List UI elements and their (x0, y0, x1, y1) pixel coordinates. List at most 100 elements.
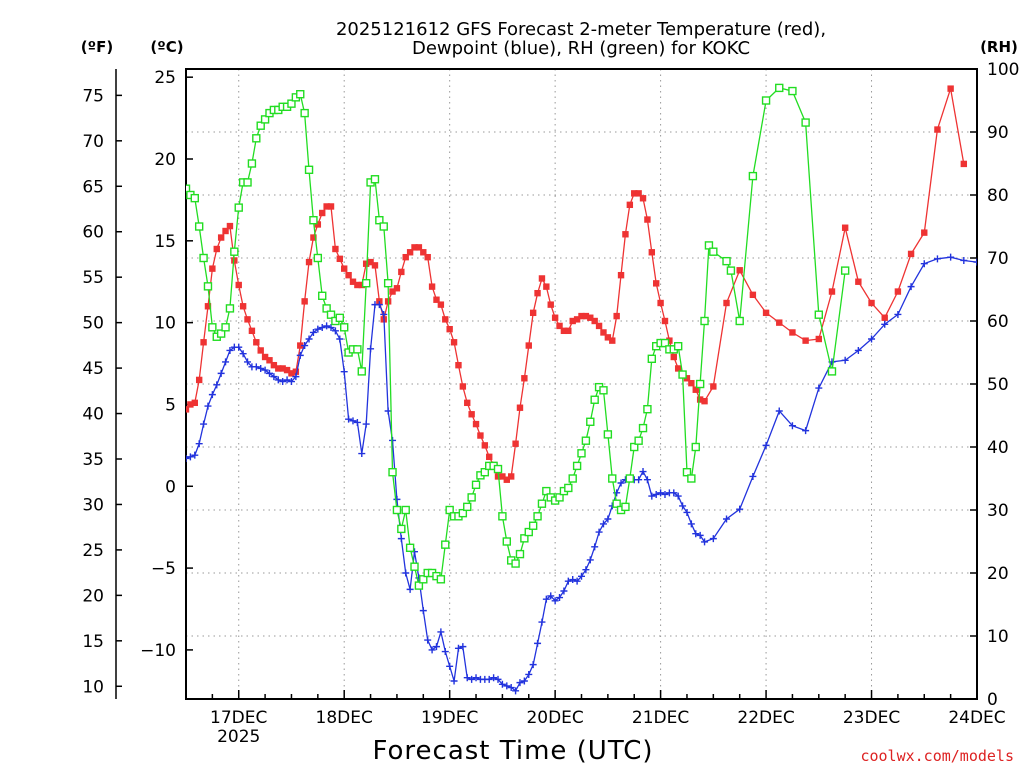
rh-point (471, 480, 481, 489)
rh-point (287, 99, 296, 108)
rh-point (296, 89, 305, 99)
temperature-point (666, 337, 673, 344)
temperature-point (371, 262, 379, 269)
dewpoint-point (200, 420, 208, 428)
rh-tick-label: 30 (987, 501, 1009, 521)
rh-point (761, 96, 771, 105)
temperature-point (270, 361, 278, 369)
dewpoint-point (639, 468, 647, 476)
temperature-point (736, 267, 743, 274)
rh-point (353, 345, 362, 354)
dewpoint-point (674, 492, 682, 500)
rh-tick-label: 0 (987, 690, 998, 710)
rh-tick-label: 90 (987, 123, 1009, 143)
temperature-point (503, 476, 510, 483)
temperature-point (710, 383, 717, 390)
temperature-point (411, 244, 418, 251)
temperature-point (393, 285, 401, 292)
dewpoint-point (881, 320, 889, 328)
rh-tick-label: 20 (987, 564, 1009, 584)
dewpoint-point (788, 422, 796, 430)
dewpoint-point (907, 283, 915, 291)
dewpoint-point (235, 343, 243, 351)
rh-point (243, 178, 252, 187)
dewpoint-point (375, 301, 383, 309)
dewpoint-point (516, 679, 524, 687)
rh-point (533, 512, 542, 521)
dewpoint-point (762, 441, 770, 449)
fahrenheit-tick-label: 30 (82, 495, 104, 515)
dewpoint-point (204, 402, 212, 410)
temperature-point (525, 342, 532, 349)
dewpoint-point (191, 451, 199, 459)
dewpoint-point (635, 476, 643, 484)
temperature-point (855, 278, 862, 285)
temperature-point (415, 244, 423, 251)
rh-point (445, 505, 454, 515)
dewpoint-point (868, 335, 876, 343)
rh-point (379, 222, 388, 231)
rh-point (691, 442, 700, 452)
temperature-point (617, 271, 625, 279)
dewpoint-point (226, 346, 234, 354)
rh-point (256, 121, 265, 130)
fahrenheit-tick-label: 70 (82, 132, 104, 152)
rh-point (414, 581, 424, 590)
rh-point (524, 527, 533, 537)
rh-point (190, 193, 199, 203)
dewpoint-point (661, 490, 669, 498)
temperature-point (670, 353, 677, 361)
temperature-point (433, 296, 440, 303)
temperature-point (573, 316, 581, 323)
dewpoint-point (239, 350, 247, 358)
dewpoint-point (454, 644, 462, 652)
rh-point (397, 524, 406, 534)
temperature-point (349, 278, 357, 285)
dewpoint-point (463, 674, 471, 682)
dewpoint-point (296, 351, 304, 359)
dewpoint-point (186, 454, 190, 462)
fahrenheit-tick-label: 40 (82, 405, 104, 425)
dewpoint-point (441, 648, 449, 656)
axes: 2520151050−5−107570656055504540353025201… (82, 60, 1019, 747)
rh-point (458, 508, 468, 518)
temperature-point (868, 299, 875, 307)
rh-point (537, 499, 547, 508)
temperature-point (283, 366, 291, 374)
temperature-point (200, 339, 207, 346)
temperature-point (279, 365, 286, 372)
chart-title-line2: Dewpoint (blue), RH (green) for KOKC (412, 38, 750, 59)
x-tick-label: 24DEC (948, 708, 1005, 728)
temperature-point (604, 334, 612, 341)
dewpoint-point (564, 577, 572, 585)
dewpoint-point (569, 576, 577, 584)
temperature-point (301, 298, 308, 305)
temperature-point (499, 473, 506, 480)
temperature-point (591, 317, 598, 325)
fahrenheit-tick-label: 20 (82, 586, 104, 606)
fahrenheit-tick-label: 55 (82, 268, 104, 288)
dewpoint-point (696, 531, 704, 539)
dewpoint-point (336, 335, 344, 343)
rh-tick-label: 80 (987, 186, 1009, 206)
temperature-point (468, 411, 475, 418)
fahrenheit-tick-label: 60 (82, 223, 104, 243)
rh-point (581, 436, 591, 445)
temperature-point (345, 271, 352, 279)
temperature-point (657, 299, 664, 307)
rh-point (555, 493, 564, 502)
dewpoint-point (525, 670, 533, 678)
dewpoint-point (520, 677, 528, 685)
rh-point (634, 436, 643, 445)
rh-point (621, 502, 630, 512)
dewpoint-point (687, 520, 695, 528)
rh-point (300, 108, 309, 118)
rh-point (318, 291, 327, 300)
celsius-tick-label: −5 (151, 559, 176, 579)
dewpoint-point (538, 618, 546, 626)
temperature-point (389, 288, 396, 295)
fahrenheit-tick-label: 10 (82, 677, 104, 697)
x-tick-label: 22DEC (737, 708, 794, 728)
temperature-point (481, 442, 489, 449)
rh-point (375, 215, 384, 225)
